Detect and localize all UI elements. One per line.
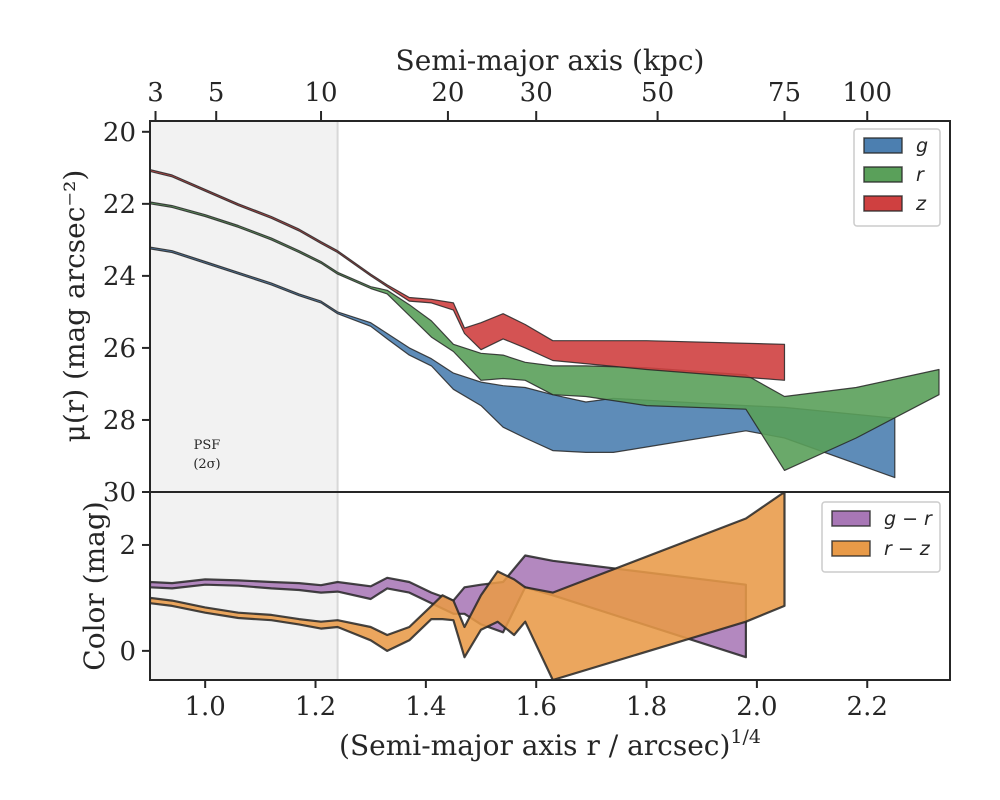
y-tick-label: 20 [103, 118, 136, 148]
color-y-tick-label: 2 [119, 531, 136, 561]
psf-label: PSF [194, 438, 221, 453]
legend-swatch [863, 195, 903, 212]
bottom-y-ticks: 02 [119, 531, 150, 667]
top-series-group [150, 169, 940, 479]
y-tick-label: 22 [103, 190, 136, 220]
color-panel: 02 1.0 1.2 1.4 1.6 1.8 2.0 2.2 (Semi-major axi… [78, 491, 951, 762]
psf-shaded-region [150, 121, 338, 492]
surface-brightness-panel: 20 22 24 26 28 30 3 5 10 20 30 50 75 100 Semi-major … [58, 44, 951, 508]
bottom-x-ticks: 1.0 1.2 1.4 1.6 1.8 2.0 2.2 [184, 680, 888, 722]
top-y-ticks: 20 22 24 26 28 30 [103, 118, 150, 508]
x-tick-label: 1.8 [626, 692, 667, 722]
legend-entry: g − r [884, 508, 933, 530]
legend-swatch [831, 540, 871, 557]
y-tick-label: 24 [103, 262, 136, 292]
x-axis-label: (Semi-major axis r / arcsec)1/4 [339, 726, 761, 762]
kpc-tick-label: 10 [304, 78, 337, 108]
kpc-tick-label: 3 [147, 78, 164, 108]
kpc-tick-label: 20 [431, 78, 464, 108]
x-tick-label: 1.6 [516, 692, 557, 722]
x-tick-label: 2.2 [847, 692, 888, 722]
psf-sigma-label: (2σ) [193, 457, 220, 472]
x-tick-label: 2.0 [736, 692, 777, 722]
legend-entry: r [916, 164, 925, 186]
band-rz [150, 492, 786, 680]
color-y-tick-label: 0 [119, 637, 136, 667]
legend-swatch [863, 166, 903, 183]
bottom-legend: g − r r − z [821, 501, 941, 573]
top-kpc-ticks: 3 5 10 20 30 50 75 100 [147, 78, 892, 121]
legend-entry: r − z [884, 538, 931, 560]
bottom-series-group [150, 492, 786, 680]
band-r [150, 201, 940, 471]
x-tick-label: 1.2 [295, 692, 336, 722]
band-g [150, 246, 896, 479]
top-y-label: μ(r) (mag arcsec⁻²) [58, 170, 91, 443]
top-legend: grz [853, 128, 941, 227]
top-axis-title: Semi-major axis (kpc) [396, 44, 705, 77]
band-z [150, 169, 786, 381]
x-tick-label: 1.4 [405, 692, 446, 722]
kpc-tick-label: 75 [768, 78, 801, 108]
x-tick-label: 1.0 [184, 692, 225, 722]
kpc-tick-label: 100 [842, 78, 892, 108]
kpc-tick-label: 30 [520, 78, 553, 108]
bottom-panel-frame [149, 491, 951, 681]
y-tick-label: 26 [103, 334, 136, 364]
legend-entry: g [916, 135, 928, 157]
legend-swatch [863, 137, 903, 154]
bottom-y-label: Color (mag) [78, 501, 111, 670]
kpc-tick-label: 5 [208, 78, 225, 108]
kpc-tick-label: 50 [641, 78, 674, 108]
legend-swatch [831, 510, 871, 527]
y-tick-label: 28 [103, 406, 136, 436]
legend-entry: z [915, 193, 927, 215]
y-tick-label: 30 [103, 478, 136, 508]
